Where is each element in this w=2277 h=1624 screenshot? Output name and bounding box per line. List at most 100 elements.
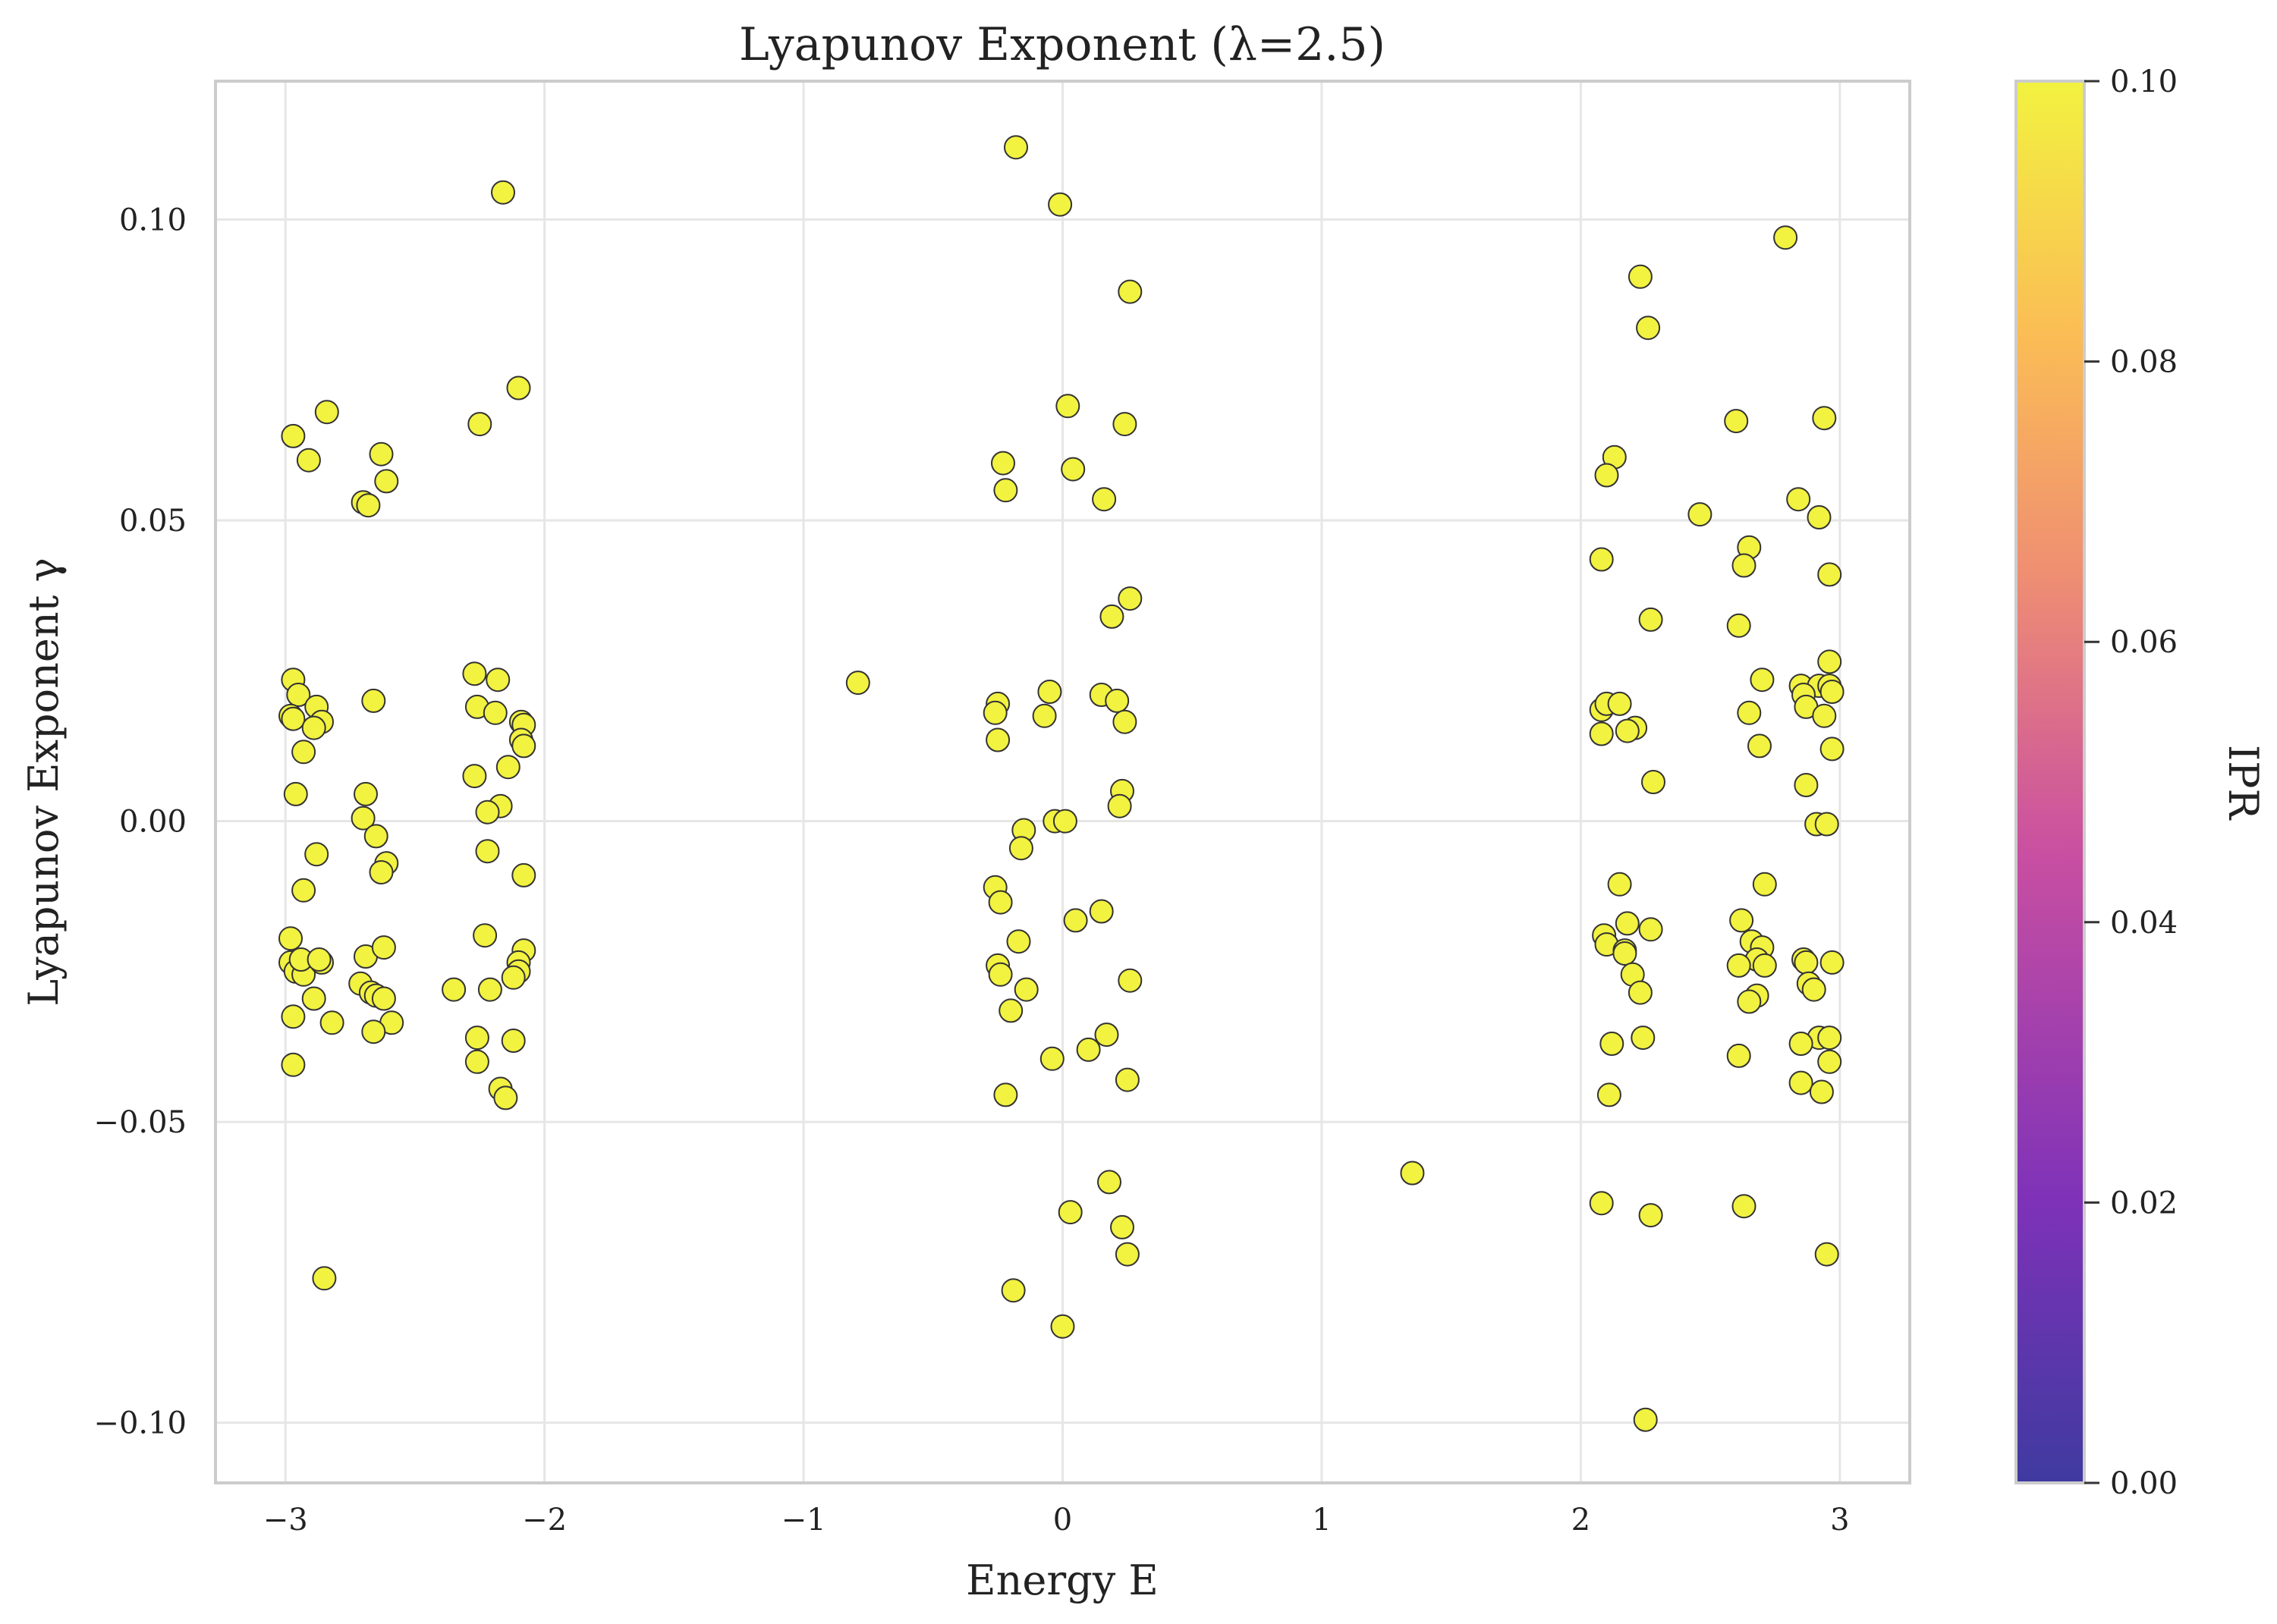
data-point (354, 781, 378, 806)
data-point (301, 986, 326, 1011)
data-point (1641, 770, 1665, 794)
chart-title: Lyapunov Exponent (λ=2.5) (739, 18, 1385, 71)
data-point (845, 671, 870, 696)
data-point (475, 839, 500, 864)
data-point (1731, 1194, 1756, 1219)
data-point (1628, 264, 1653, 289)
data-point (1638, 917, 1663, 942)
data-point (1812, 406, 1837, 431)
data-point (319, 1010, 344, 1035)
y-tick-label: 0.00 (119, 805, 187, 840)
data-point (1726, 953, 1751, 978)
data-point (477, 977, 502, 1002)
data-point (369, 441, 394, 466)
data-point (1589, 1191, 1614, 1216)
data-point (1817, 649, 1842, 674)
data-point (281, 1052, 306, 1077)
data-point (495, 755, 521, 780)
x-tick-label: 3 (1830, 1503, 1849, 1538)
data-point (506, 375, 531, 401)
data-point (281, 1004, 306, 1029)
data-point (1112, 412, 1137, 437)
data-point (1004, 135, 1028, 160)
data-point (1008, 836, 1033, 861)
data-point (281, 423, 306, 448)
data-point (1001, 1278, 1026, 1303)
y-axis-ticks: −0.10 −0.05 0.00 0.05 0.10 (93, 203, 187, 1440)
data-point (1107, 793, 1132, 818)
data-point (278, 926, 303, 951)
data-point (363, 824, 388, 849)
colorbar (2014, 80, 2086, 1484)
data-point (1724, 409, 1749, 434)
data-point (1006, 929, 1031, 954)
x-tick-label: 2 (1571, 1503, 1590, 1538)
data-point (988, 962, 1013, 987)
colorbar-tick-label: 0.06 (2110, 625, 2178, 660)
data-point (1615, 911, 1640, 936)
data-point (1589, 547, 1614, 572)
x-axis-ticks: −3 −2 −1 0 1 2 3 (263, 1503, 1850, 1538)
data-point (1814, 812, 1839, 837)
data-point (351, 806, 376, 831)
data-point (462, 764, 487, 789)
colorbar-ticks: 0.00 0.02 0.04 0.06 0.08 0.10 (2084, 64, 2178, 1501)
data-point (467, 412, 492, 437)
data-point (371, 935, 396, 960)
data-point (283, 781, 308, 806)
data-point (1014, 977, 1039, 1002)
data-point (1105, 688, 1130, 713)
data-point (1052, 809, 1077, 834)
data-point (1589, 721, 1614, 746)
x-tick-label: −2 (522, 1503, 567, 1538)
data-point (1097, 1170, 1121, 1195)
data-point (1809, 1079, 1834, 1104)
data-point (356, 493, 381, 518)
data-point (1112, 709, 1137, 734)
data-point (1737, 989, 1762, 1014)
y-tick-label: 0.10 (119, 203, 187, 237)
data-point (983, 700, 1008, 725)
data-point (1687, 502, 1712, 527)
data-point (1794, 773, 1819, 797)
data-point (1596, 1082, 1621, 1107)
data-point (1048, 192, 1073, 217)
data-points (278, 135, 1845, 1432)
data-point (493, 1085, 518, 1110)
data-point (291, 878, 316, 903)
data-point (1089, 899, 1114, 924)
y-axis-label: Lyapunov Exponent γ (20, 558, 68, 1007)
data-point (988, 890, 1013, 915)
data-point (1055, 394, 1080, 419)
data-point (1726, 613, 1751, 638)
data-point (1752, 872, 1777, 897)
data-point (1094, 1022, 1119, 1048)
data-point (1607, 691, 1632, 716)
data-point (1786, 487, 1811, 512)
colorbar-label: IPR (2219, 745, 2267, 821)
data-point (1063, 908, 1088, 933)
data-point (307, 947, 332, 972)
data-point (1773, 225, 1798, 250)
data-point (464, 1049, 489, 1074)
data-point (1594, 463, 1619, 488)
data-point (1599, 1032, 1624, 1056)
data-point (1801, 977, 1826, 1002)
x-tick-label: −1 (782, 1503, 826, 1538)
data-point (483, 700, 508, 725)
data-point (1819, 680, 1845, 704)
plot-frame (214, 80, 1911, 1484)
data-point (1400, 1161, 1425, 1186)
data-point (1788, 1032, 1813, 1056)
colorbar-tick-label: 0.02 (2110, 1186, 2178, 1220)
data-point (1037, 680, 1062, 704)
data-point (1039, 1046, 1065, 1071)
data-point (1794, 950, 1819, 975)
data-point (501, 1029, 526, 1053)
data-point (1731, 553, 1756, 578)
data-point (1638, 607, 1663, 632)
data-point (442, 977, 467, 1002)
data-point (1061, 457, 1086, 482)
